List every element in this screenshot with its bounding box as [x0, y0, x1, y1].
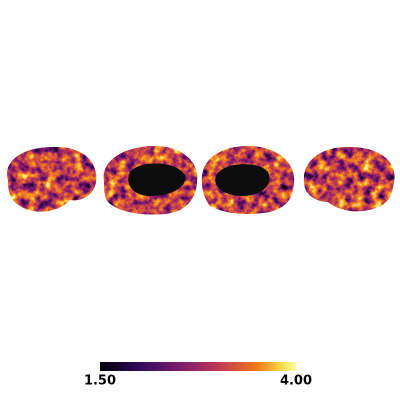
brain-medial-left [103, 146, 198, 215]
brain-lateral-left [7, 146, 97, 212]
colorbar-tick-label: 4.00 [280, 374, 312, 389]
brain-medial-right [201, 146, 295, 214]
colorbar [100, 362, 296, 371]
colorbar-tick-label: 1.50 [84, 374, 116, 389]
brain-lateral-right [303, 146, 395, 212]
